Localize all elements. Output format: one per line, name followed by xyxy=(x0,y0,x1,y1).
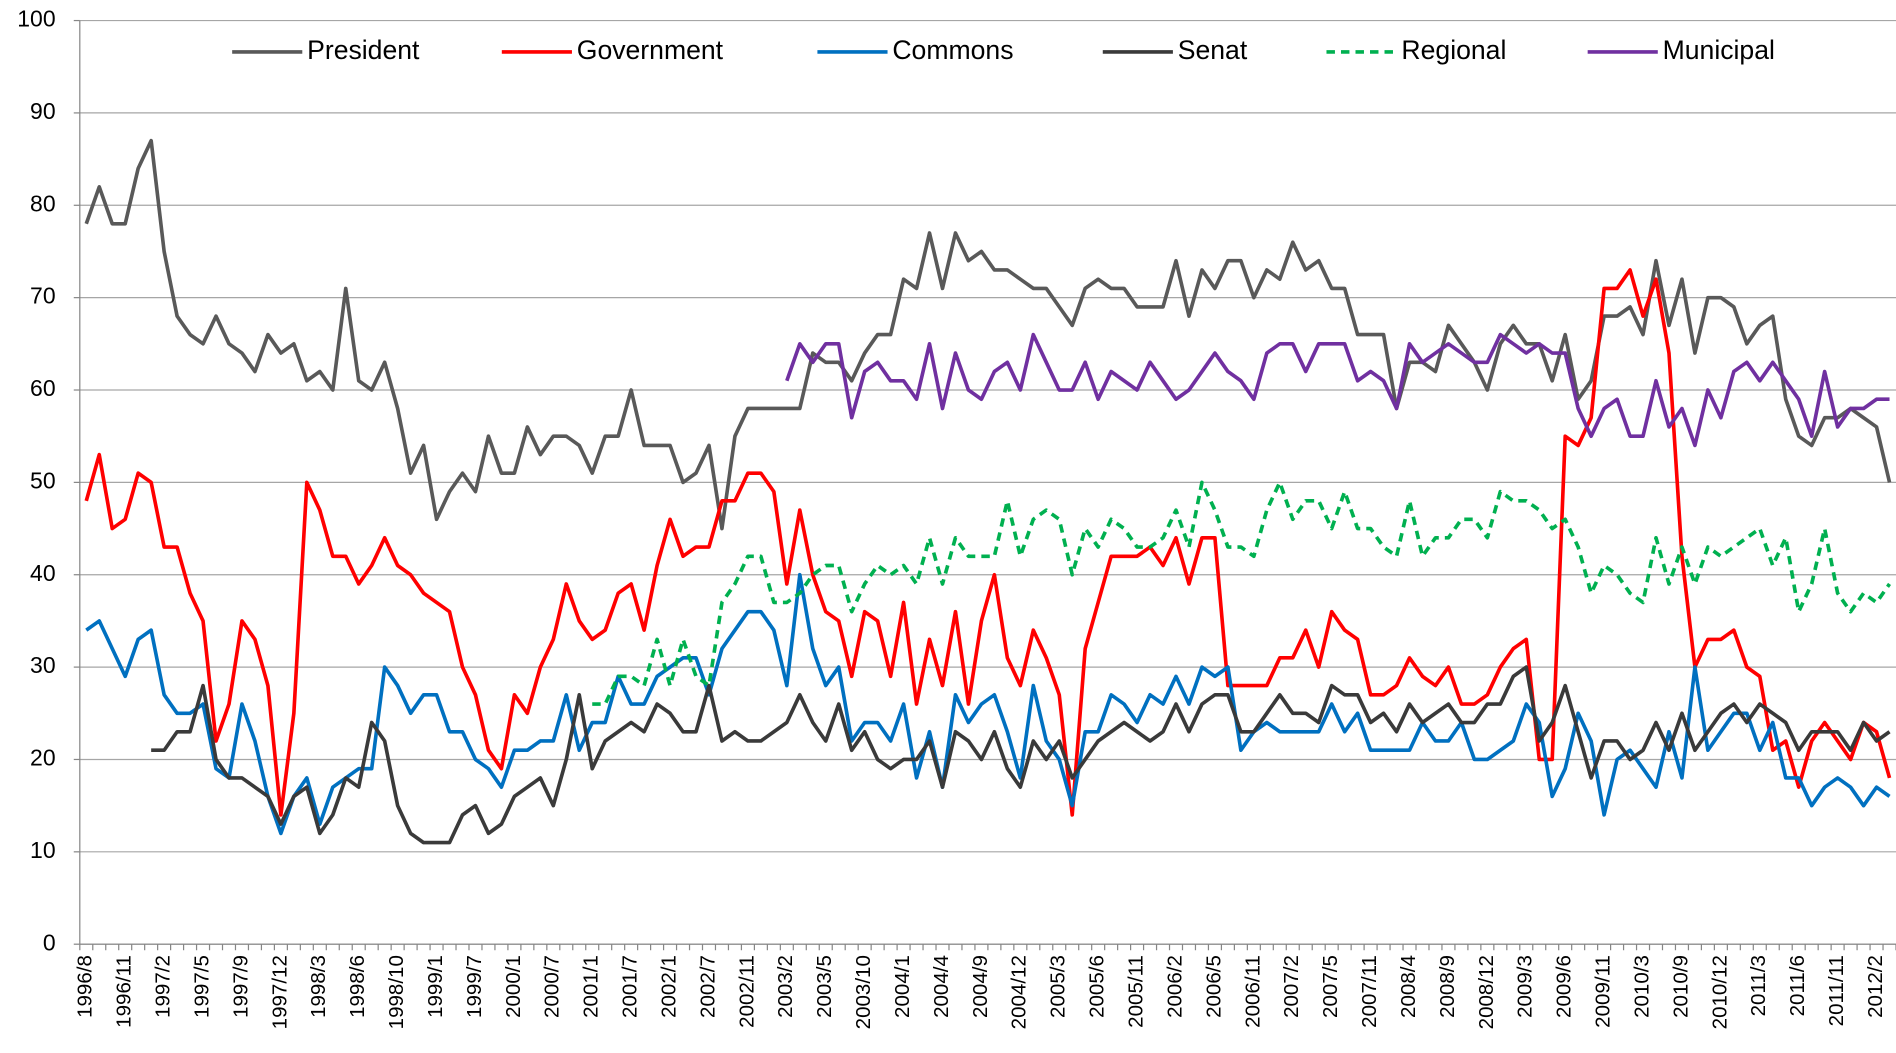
series-line xyxy=(84,138,1892,531)
legend-label: Commons xyxy=(892,35,1013,65)
y-tick-label: 60 xyxy=(30,375,56,401)
x-tick-label: 2004/12 xyxy=(1008,955,1031,1029)
x-tick-label: 2005/3 xyxy=(1047,955,1070,1018)
x-tick-label: 2008/4 xyxy=(1397,955,1420,1018)
y-tick-label: 0 xyxy=(43,929,56,955)
x-tick-label: 2003/2 xyxy=(774,955,797,1018)
x-tick-label: 1998/10 xyxy=(385,955,408,1029)
legend: President Government Commons Senat Regional M… xyxy=(232,35,1775,65)
y-tick-label: 70 xyxy=(30,283,56,309)
x-tick-label: 1997/12 xyxy=(268,955,291,1029)
x-tick-label: 2007/11 xyxy=(1358,955,1381,1028)
y-tick-label: 80 xyxy=(30,190,56,216)
x-tick-label: 2009/6 xyxy=(1553,955,1576,1018)
x-tick-label: 2008/12 xyxy=(1475,955,1498,1029)
x-tick-label: 2002/11 xyxy=(735,955,758,1028)
y-tick-label: 50 xyxy=(30,467,56,493)
series-line xyxy=(592,480,1892,706)
x-tick-label: 2001/7 xyxy=(619,955,642,1018)
x-tick-label: 2007/2 xyxy=(1280,955,1303,1018)
x-tick-label: 2004/1 xyxy=(891,955,914,1018)
x-tick-label: 2003/10 xyxy=(852,955,875,1029)
series-line xyxy=(84,268,1892,817)
legend-label: Senat xyxy=(1178,35,1248,65)
y-tick-label: 100 xyxy=(17,6,55,32)
x-tick-label: 2010/12 xyxy=(1708,955,1731,1029)
x-tick-label: 2010/9 xyxy=(1669,955,1692,1018)
x-tick-label: 2001/1 xyxy=(580,955,603,1018)
x-tick-label: 2005/6 xyxy=(1086,955,1109,1018)
x-tick-label: 2011/6 xyxy=(1786,955,1809,1016)
x-tick-label: 2006/11 xyxy=(1241,955,1264,1028)
x-tick-label: 1996/8 xyxy=(74,955,97,1018)
x-tick-label: 1998/6 xyxy=(346,955,369,1018)
series-line xyxy=(785,332,1890,448)
x-tick-label: 1999/1 xyxy=(424,955,447,1018)
legend-label: President xyxy=(307,35,420,65)
x-tick-label: 2000/7 xyxy=(541,955,564,1018)
x-tick-label: 2012/2 xyxy=(1864,955,1887,1018)
x-tick-label: 2000/1 xyxy=(502,955,525,1018)
y-tick-label: 40 xyxy=(30,560,56,586)
x-tick-label: 2005/11 xyxy=(1125,955,1148,1028)
y-tick-label: 90 xyxy=(30,98,56,124)
x-tick-label: 2008/9 xyxy=(1436,955,1459,1018)
x-tick-label: 2009/11 xyxy=(1592,955,1615,1028)
x-tick-label: 2007/5 xyxy=(1319,955,1342,1018)
y-tick-label: 20 xyxy=(30,745,56,771)
x-tick-label: 2011/3 xyxy=(1747,955,1770,1016)
x-tick-label: 1997/5 xyxy=(190,955,213,1018)
x-tick-label: 1999/7 xyxy=(463,955,486,1018)
legend-label: Municipal xyxy=(1663,35,1775,65)
lines xyxy=(84,138,1892,845)
x-tick-label: 2003/5 xyxy=(813,955,836,1018)
x-tick-label: 2011/11 xyxy=(1825,955,1848,1026)
legend-label: Regional xyxy=(1401,35,1506,65)
x-tick-label: 1997/2 xyxy=(152,955,175,1018)
legend-label: Government xyxy=(577,35,724,65)
y-tick-label: 30 xyxy=(30,652,56,678)
x-tick-label: 2004/4 xyxy=(930,955,953,1018)
x-tick-label: 1997/9 xyxy=(229,955,252,1018)
y-tick-label: 10 xyxy=(30,837,56,863)
x-tick-label: 2002/7 xyxy=(696,955,719,1018)
x-tick-label: 2002/1 xyxy=(657,955,680,1018)
grid xyxy=(79,19,1896,945)
x-tick-label: 2006/5 xyxy=(1202,955,1225,1018)
x-tick-label: 2004/9 xyxy=(969,955,992,1018)
x-tick-label: 2006/2 xyxy=(1163,955,1186,1018)
series-line xyxy=(151,665,1891,845)
axes: 0 10 20 30 40 50 60 70 80 90 100 1996/8 1996/11 1997/… xyxy=(17,6,1896,1029)
x-tick-label: 2009/3 xyxy=(1514,955,1537,1018)
x-tick-label: 2010/3 xyxy=(1630,955,1653,1018)
x-tick-label: 1996/11 xyxy=(113,955,136,1028)
x-tick-label: 1998/3 xyxy=(307,955,330,1018)
series-line xyxy=(85,572,1891,836)
